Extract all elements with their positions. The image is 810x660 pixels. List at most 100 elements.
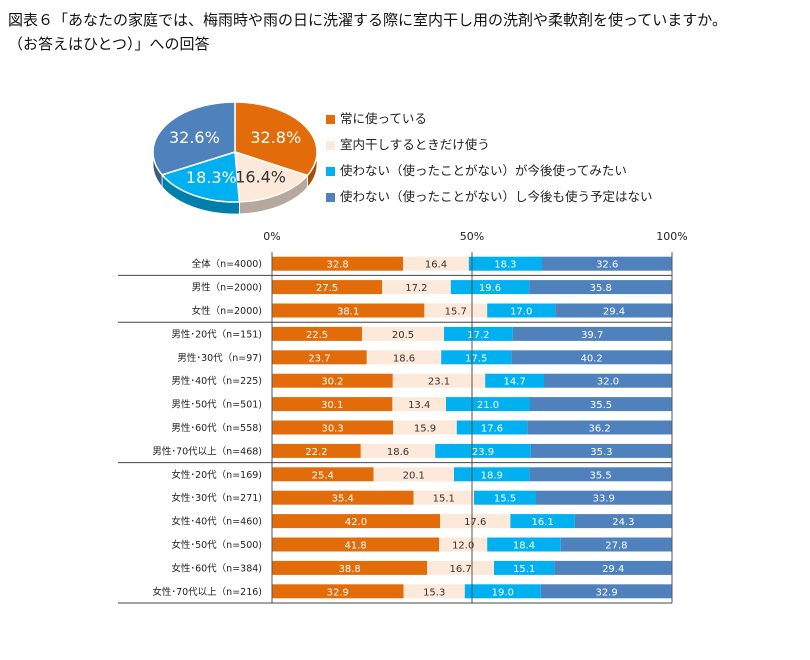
data-label: 13.4 [408, 400, 430, 411]
bar-segment [413, 490, 474, 505]
data-label: 19.6 [479, 283, 501, 294]
bar-segment [360, 443, 436, 458]
data-label: 38.8 [338, 564, 360, 575]
bar-segment [544, 373, 672, 388]
data-label: 15.7 [445, 307, 467, 318]
data-label: 15.1 [433, 494, 455, 505]
bar-segment [530, 443, 672, 458]
bar-segment [440, 514, 511, 529]
category-label: 男性･70代以上（n=468) [152, 445, 262, 457]
chart-title-line-2: （お答えはひとつ）」への回答 [8, 35, 210, 53]
bar-segment [555, 303, 673, 318]
data-label: 17.5 [465, 353, 487, 364]
data-label: 22.2 [305, 447, 327, 458]
data-label: 32.0 [597, 377, 619, 388]
legend-swatch [326, 115, 335, 124]
category-label: 女性･60代（n=384) [171, 562, 262, 574]
data-label: 18.4 [513, 541, 535, 552]
data-label: 25.4 [312, 470, 334, 481]
bar-segment [446, 397, 530, 412]
data-label: 35.5 [589, 470, 611, 481]
pie-slice-label: 18.3% [186, 168, 237, 187]
bar-segment [560, 537, 672, 552]
legend-swatch [326, 141, 335, 150]
bar-segment [427, 560, 494, 575]
data-label: 16.4 [425, 260, 447, 271]
bar-segment [382, 280, 451, 295]
pie-slice-label: 16.4% [235, 167, 286, 186]
bar-segment [510, 514, 575, 529]
data-label: 17.6 [481, 424, 503, 435]
bar-segment [272, 537, 440, 552]
data-label: 40.2 [580, 353, 602, 364]
data-label: 27.8 [605, 541, 627, 552]
category-label: 女性･40代（n=460) [171, 516, 262, 528]
bar-segment [529, 467, 672, 482]
bar-segment [554, 560, 672, 575]
data-label: 33.9 [593, 494, 615, 505]
bar-segment [272, 584, 404, 599]
data-label: 22.5 [306, 330, 328, 341]
data-label: 35.4 [332, 494, 354, 505]
bar-segment [450, 280, 530, 295]
bar-segment [393, 420, 457, 435]
category-label: 男性（n=2000) [192, 282, 262, 294]
data-label: 16.1 [531, 517, 553, 528]
data-label: 17.2 [405, 283, 427, 294]
bar-segment [272, 490, 414, 505]
bar-segment [439, 537, 488, 552]
bar-segment [441, 350, 512, 365]
pie-slice [234, 101, 318, 177]
legend-label: 使わない（使ったことがない）が今後使ってみたい [340, 163, 627, 178]
pie-chart: 32.8% 16.4%18.3% 32.6% [152, 101, 318, 215]
data-label: 35.3 [590, 447, 612, 458]
data-label: 19.0 [492, 587, 514, 598]
bar-segment [272, 443, 361, 458]
data-label: 18.9 [481, 470, 503, 481]
bar-segment [444, 326, 513, 341]
bar-segment [530, 397, 672, 412]
bar-segment [487, 537, 561, 552]
category-label: 女性･20代（n=169) [171, 469, 262, 481]
bar-segment [403, 256, 469, 271]
x-tick-label: 0% [263, 230, 280, 243]
data-label: 30.1 [321, 400, 343, 411]
bar-segment [454, 467, 530, 482]
x-tick-label: 100% [656, 230, 687, 243]
bar-segment [529, 280, 673, 295]
pie-slice-label: 32.8% [250, 128, 301, 147]
data-label: 29.4 [602, 564, 624, 575]
bar-segment [272, 326, 362, 341]
bar-segment [272, 420, 394, 435]
legend-label: 使わない（使ったことがない）し今後も使う予定はない [340, 189, 653, 204]
bar-segment [272, 514, 440, 529]
bar-segment [474, 490, 536, 505]
pie-slice [234, 150, 309, 203]
bar-segment [494, 560, 555, 575]
data-label: 30.2 [321, 377, 343, 388]
data-label: 17.2 [467, 330, 489, 341]
data-label: 21.0 [477, 400, 499, 411]
bar-segment [392, 373, 486, 388]
bar-segment [362, 326, 444, 341]
data-label: 35.5 [590, 400, 612, 411]
data-label: 23.7 [308, 353, 330, 364]
x-tick-label: 50% [460, 230, 484, 243]
bar-segment [540, 584, 673, 599]
data-label: 14.7 [503, 377, 525, 388]
bar-segment [527, 420, 672, 435]
legend-label: 常に使っている [340, 111, 427, 126]
data-label: 27.5 [316, 283, 338, 294]
data-label: 29.4 [603, 307, 625, 318]
bar-segment [512, 326, 672, 341]
data-label: 36.2 [588, 424, 610, 435]
data-label: 20.1 [403, 470, 425, 481]
data-label: 18.3 [494, 260, 516, 271]
bar-segment [511, 350, 672, 365]
data-label: 32.9 [595, 587, 617, 598]
bar-segment [272, 303, 425, 318]
category-label: 女性･30代（n=271) [171, 492, 262, 504]
data-label: 18.6 [393, 353, 415, 364]
bar-segment [366, 350, 442, 365]
